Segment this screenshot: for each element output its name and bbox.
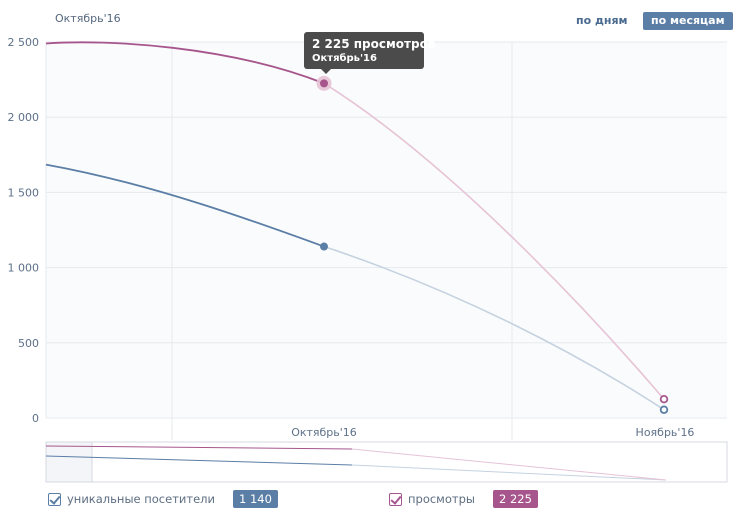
data-point-open [659,405,669,414]
series-line-future [323,245,665,411]
by-months-toggle[interactable]: по месяцам [643,12,733,30]
nav-line [45,455,353,466]
tooltip-arrow [321,69,331,74]
series-line [45,41,325,85]
range-navigator [45,441,728,483]
y-tick-label: 2 000 [8,111,40,124]
hover-tooltip: 2 225 просмотров Октябрь'16 [304,32,436,74]
legend-label-unique-visitors: уникальные посетители [67,492,215,506]
data-point [320,242,328,251]
data-point-open [659,395,669,404]
series-line [45,163,325,248]
tooltip-period: Октябрь'16 [312,53,377,64]
tooltip-value: 2 225 просмотров [312,37,436,51]
data-point [320,79,328,88]
series-points [316,75,669,414]
y-tick-label: 500 [18,337,39,350]
navigator-handle [45,441,93,483]
y-tick-label: 1 500 [8,186,40,199]
chart-grid [45,41,727,440]
plot-background [46,42,727,418]
x-tick-label: Октябрь'16 [291,426,357,439]
views-checkbox-icon[interactable] [389,492,402,506]
legend-item-unique-visitors[interactable]: уникальные посетители 1 140 [48,489,278,509]
nav-line-future [351,464,667,481]
legend-label-views: просмотры [408,492,475,506]
legend-item-views[interactable]: просмотры 2 225 [389,489,538,509]
x-axis-ticks: Октябрь'16 Ноябрь'16 [291,426,694,439]
period-label: Октябрь'16 [55,12,121,25]
views-count-badge: 2 225 [492,490,538,508]
by-days-toggle[interactable]: по дням [576,14,628,27]
nav-line [45,445,353,450]
navigator-frame [45,441,728,483]
unique-visitors-checkbox-icon[interactable] [48,492,61,506]
x-tick-label: Ноябрь'16 [636,426,695,439]
unique-visitors-count-badge: 1 140 [232,490,278,508]
series-lines [45,41,665,411]
y-tick-label: 2 500 [8,36,40,49]
y-tick-label: 0 [32,412,39,425]
y-axis-ticks: 0 500 1 000 1 500 2 000 2 500 [8,36,40,425]
nav-line-future [351,448,667,481]
series-line-future [323,82,665,400]
y-tick-label: 1 000 [8,262,40,275]
